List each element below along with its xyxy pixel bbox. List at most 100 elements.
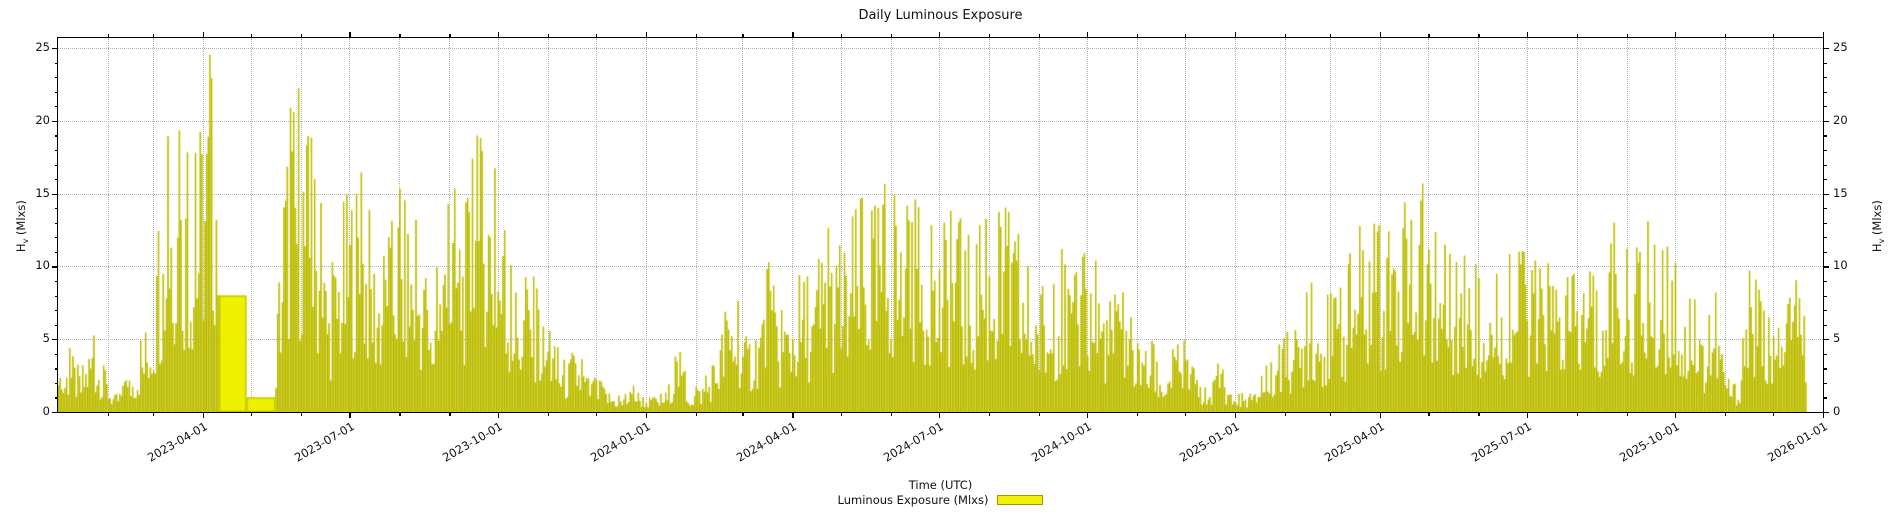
- x-tick: [1185, 34, 1187, 38]
- x-tick: [890, 34, 892, 38]
- x-tick: [1038, 412, 1040, 416]
- x-tick: [1724, 34, 1726, 38]
- x-tick: [1823, 412, 1825, 418]
- x-tick: [349, 412, 351, 418]
- x-tick: [1526, 412, 1528, 418]
- y-tick: [1823, 106, 1827, 108]
- x-tick: [1526, 32, 1528, 38]
- x-tick: [449, 412, 451, 416]
- x-tick: [1380, 32, 1382, 38]
- x-tick: [251, 412, 253, 416]
- y-tick: [1823, 179, 1827, 181]
- y-tick: [54, 91, 58, 93]
- y-tick: [1823, 48, 1829, 50]
- y-tick: [54, 353, 58, 355]
- y-tick-label: 15: [35, 185, 50, 200]
- y-tick: [54, 310, 58, 312]
- x-tick: [1087, 32, 1089, 38]
- y-tick: [54, 106, 58, 108]
- x-tick: [1330, 412, 1332, 416]
- y-tick: [1823, 164, 1827, 166]
- x-tick: [202, 32, 205, 38]
- y-tick-label: 20: [1833, 112, 1848, 127]
- x-tick: [1136, 412, 1139, 416]
- x-tick: [1185, 412, 1187, 416]
- x-tick: [840, 34, 842, 38]
- plot-area: [57, 37, 1824, 413]
- x-tick: [547, 412, 549, 416]
- y-tick: [1823, 91, 1827, 93]
- y-tick: [52, 48, 58, 50]
- y-tick-label: 25: [1833, 40, 1848, 55]
- y-tick: [1823, 149, 1827, 152]
- x-tick: [1626, 34, 1628, 38]
- x-tick: [938, 32, 941, 38]
- y-tick-label: 0: [42, 404, 50, 418]
- y-tick: [54, 368, 58, 370]
- y-tick: [52, 193, 58, 195]
- x-tick: [301, 34, 303, 38]
- y-tick-label: 10: [1833, 258, 1848, 273]
- x-tick: [1428, 412, 1430, 416]
- y-tick: [1823, 77, 1827, 79]
- x-tick: [153, 412, 155, 416]
- x-tick: [301, 412, 303, 416]
- x-tick: [497, 412, 499, 418]
- y-tick: [54, 149, 58, 152]
- x-tick: [792, 412, 794, 418]
- x-tick: [1576, 412, 1578, 416]
- x-tick: [1380, 412, 1382, 418]
- x-tick: [1478, 34, 1480, 38]
- x-tick: [695, 34, 697, 38]
- x-tick: [349, 32, 351, 38]
- x-tick: [1330, 34, 1332, 38]
- y-tick: [1823, 193, 1829, 195]
- y-tick: [54, 382, 58, 385]
- x-tick: [107, 412, 110, 416]
- bars-canvas: [58, 38, 1823, 412]
- y-tick: [54, 62, 58, 64]
- x-tick: [595, 34, 598, 38]
- y-tick: [1823, 280, 1827, 283]
- x-tick: [988, 34, 990, 38]
- y-tick: [1823, 266, 1829, 268]
- y-tick: [54, 280, 58, 283]
- x-tick: [251, 34, 253, 38]
- y-tick: [1823, 324, 1827, 326]
- x-tick: [1038, 34, 1040, 38]
- y-tick: [1823, 208, 1827, 210]
- y-tick-label: 0: [1833, 404, 1841, 418]
- x-tick: [1235, 32, 1237, 38]
- y-tick: [54, 397, 58, 399]
- y-tick: [1823, 120, 1829, 123]
- legend-swatch: [997, 495, 1044, 505]
- y-tick-label: 15: [1833, 185, 1848, 200]
- x-tick: [1773, 412, 1775, 416]
- x-tick: [1428, 34, 1430, 38]
- y-tick: [54, 324, 58, 326]
- x-tick: [742, 412, 744, 416]
- y-tick: [52, 266, 58, 268]
- x-tick: [1478, 412, 1480, 416]
- y-tick: [54, 164, 58, 166]
- x-tick: [595, 412, 598, 416]
- x-tick: [153, 34, 155, 38]
- y-tick: [54, 208, 58, 210]
- x-tick: [497, 32, 499, 38]
- x-tick: [938, 412, 941, 418]
- y-tick: [1823, 62, 1827, 64]
- y-tick: [54, 222, 58, 224]
- y-tick: [1823, 339, 1829, 341]
- y-tick: [1823, 310, 1827, 312]
- y-tick: [1823, 382, 1827, 385]
- y-tick-label: 25: [35, 40, 50, 55]
- y-tick-label: 5: [1833, 331, 1841, 346]
- y-tick: [54, 179, 58, 181]
- x-tick: [645, 412, 647, 418]
- x-tick: [449, 34, 451, 38]
- y-tick: [1823, 412, 1829, 414]
- y-tick-label: 5: [42, 331, 50, 346]
- x-tick: [1235, 412, 1237, 418]
- x-tick: [399, 412, 401, 416]
